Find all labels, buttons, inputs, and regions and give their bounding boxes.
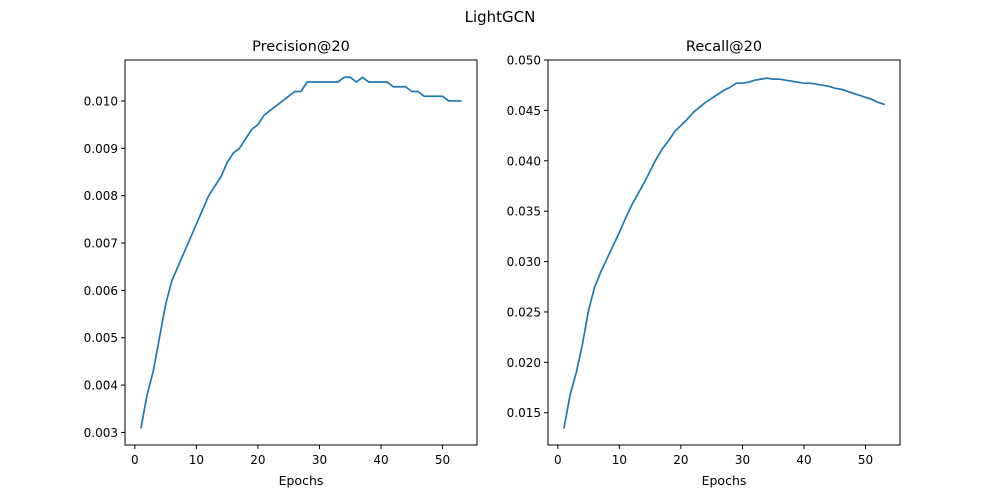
recall-y-tick-label: 0.045 <box>507 104 541 118</box>
recall-axes-frame <box>547 59 901 446</box>
precision-y-tick-label: 0.006 <box>84 284 118 298</box>
precision-plot-title: Precision@20 <box>252 39 350 55</box>
precision-x-tick-label: 50 <box>435 453 450 467</box>
precision-x-tick-label: 10 <box>189 453 204 467</box>
precision-y-ticks: 0.003 0.004 0.005 0.006 0.007 0.008 0.009 0.010 <box>84 94 125 440</box>
figure-suptitle: LightGCN <box>465 8 536 26</box>
recall-y-tick-label: 0.025 <box>507 305 541 319</box>
precision-plot: Precision@20 0 10 20 30 40 50 0.003 0.004 0.005… <box>84 39 478 488</box>
precision-x-axis-label: Epochs <box>279 473 324 488</box>
recall-y-tick-label: 0.015 <box>507 406 541 420</box>
recall-y-tick-label: 0.040 <box>507 154 541 168</box>
recall-plot: Recall@20 0 10 20 30 40 50 0.0150.0200.0250.0… <box>507 39 901 488</box>
precision-series-layer <box>140 76 462 429</box>
recall-y-ticks: 0.015 0.020 0.025 0.030 0.035 0.040 0.045 0.050 <box>507 54 548 420</box>
precision-x-ticks: 0 10 20 30 40 50 <box>131 445 450 467</box>
precision-y-tick-label: 0.009 <box>84 142 118 156</box>
precision-y-tick-label: 0.007 <box>84 237 118 251</box>
recall-y-tick-label: 0.020 <box>507 356 541 370</box>
recall-x-tick-label: 0 <box>554 453 562 467</box>
precision-y-tick-label: 0.010 <box>84 94 118 108</box>
recall-plot-title: Recall@20 <box>686 39 762 55</box>
recall-series-line <box>563 77 885 429</box>
recall-y-tick-label: 0.035 <box>507 205 541 219</box>
precision-y-tick-label: 0.004 <box>84 379 118 393</box>
recall-x-tick-label: 40 <box>796 453 811 467</box>
precision-y-tick-label: 0.005 <box>84 331 118 345</box>
recall-x-tick-label: 20 <box>673 453 688 467</box>
recall-x-tick-label: 50 <box>858 453 873 467</box>
precision-x-tick-label: 0 <box>131 453 139 467</box>
precision-x-tick-label: 20 <box>250 453 265 467</box>
precision-x-tick-label: 40 <box>373 453 388 467</box>
recall-x-tick-label: 30 <box>735 453 750 467</box>
recall-x-tick-label: 10 <box>612 453 627 467</box>
recall-series-layer <box>563 77 885 429</box>
precision-y-tick-label: 0.008 <box>84 189 118 203</box>
precision-series-line <box>140 76 462 429</box>
precision-axes-frame <box>124 59 478 446</box>
precision-y-tick-label: 0.003 <box>84 426 118 440</box>
recall-x-axis-label: Epochs <box>702 473 747 488</box>
precision-x-tick-label: 30 <box>312 453 327 467</box>
recall-y-tick-label: 0.030 <box>507 255 541 269</box>
recall-x-ticks: 0 10 20 30 40 50 <box>554 445 873 467</box>
recall-y-tick-label: 0.050 <box>507 54 541 68</box>
